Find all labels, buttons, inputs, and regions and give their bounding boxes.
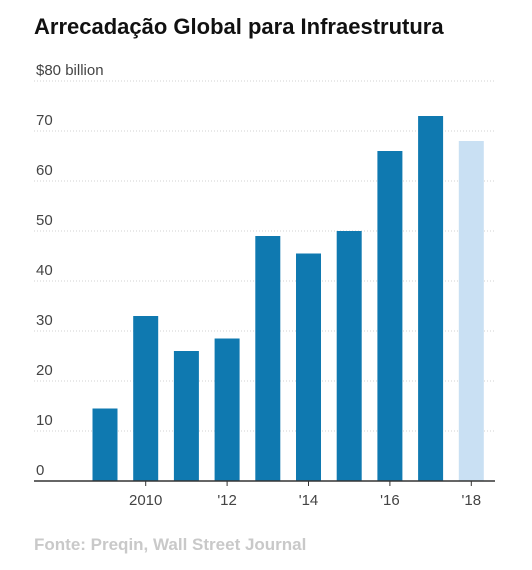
bar-2013 (255, 236, 281, 481)
x-axis-labels: 2010 '12 '14 '16 '18 (129, 481, 481, 509)
y-tick-label: 0 (36, 462, 44, 479)
bar-2015 (336, 231, 362, 481)
x-tick-label: '12 (217, 492, 237, 509)
bar-2012 (214, 338, 240, 481)
y-tick-label: 60 (36, 162, 53, 179)
y-tick-label: 20 (36, 362, 53, 379)
x-tick-label: '16 (380, 492, 400, 509)
x-tick-label: '18 (462, 492, 482, 509)
bar-2017 (418, 116, 444, 481)
chart-title: Arrecadação Global para Infraestrutura (34, 14, 444, 39)
y-tick-label: 10 (36, 412, 53, 429)
bar-2011 (173, 351, 199, 481)
bar-2016 (377, 151, 403, 481)
source-note: Fonte: Preqin, Wall Street Journal (34, 535, 307, 554)
bar-2010 (133, 316, 159, 481)
bar-2009 (92, 408, 118, 481)
x-tick-label: 2010 (129, 492, 162, 509)
y-axis-labels: $80 billion 70 60 50 40 30 20 10 0 (36, 62, 104, 479)
y-tick-label: 70 (36, 112, 53, 129)
x-tick-label: '14 (299, 492, 319, 509)
bars (92, 116, 484, 481)
bar-2018 (458, 141, 484, 481)
y-tick-label: 40 (36, 262, 53, 279)
bar-2014 (296, 253, 321, 481)
y-tick-label: $80 billion (36, 62, 104, 79)
y-tick-label: 50 (36, 212, 53, 229)
y-tick-label: 30 (36, 312, 53, 329)
